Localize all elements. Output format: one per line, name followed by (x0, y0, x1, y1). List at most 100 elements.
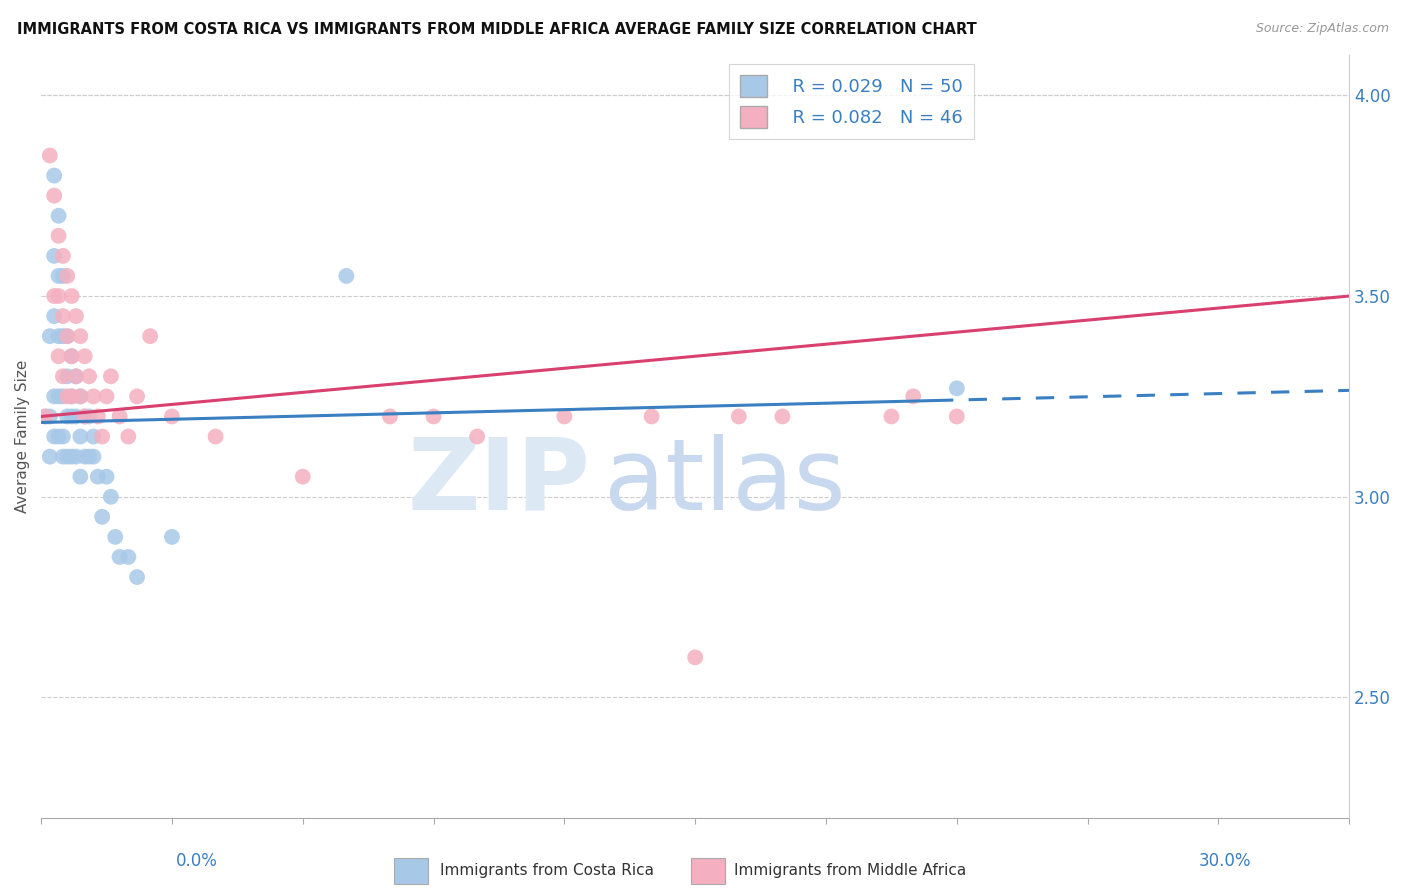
Point (48, 209, 70, 223)
Point (69, 469, 91, 483)
Point (65, 369, 87, 384)
Point (44, 188, 66, 202)
Point (91, 429, 114, 443)
Point (73, 450, 96, 464)
Text: IMMIGRANTS FROM COSTA RICA VS IMMIGRANTS FROM MIDDLE AFRICA AVERAGE FAMILY SIZE : IMMIGRANTS FROM COSTA RICA VS IMMIGRANTS… (17, 22, 977, 37)
Point (34, 409, 56, 424)
Point (52, 329, 75, 343)
Legend:   R = 0.029   N = 50,   R = 0.082   N = 46: R = 0.029 N = 50, R = 0.082 N = 46 (728, 64, 974, 139)
Point (727, 409, 749, 424)
Point (60, 389, 83, 403)
Point (77, 409, 100, 424)
Point (640, 409, 662, 424)
Point (73, 409, 96, 424)
Point (465, 429, 488, 443)
Point (82, 429, 104, 443)
Point (44, 309, 66, 323)
Point (77, 369, 100, 384)
Point (48, 389, 70, 403)
Point (48, 289, 70, 303)
Point (69, 389, 91, 403)
Point (100, 490, 122, 504)
Point (48, 349, 70, 363)
Text: Source: ZipAtlas.com: Source: ZipAtlas.com (1256, 22, 1389, 36)
Point (56, 389, 79, 403)
Point (44, 289, 66, 303)
Point (48, 268, 70, 283)
Point (946, 409, 969, 424)
Point (38, 450, 60, 464)
Point (56, 329, 79, 343)
Text: Immigrants from Costa Rica: Immigrants from Costa Rica (440, 863, 654, 878)
Point (56, 409, 79, 424)
Point (44, 429, 66, 443)
Point (60, 450, 83, 464)
Point (69, 329, 91, 343)
Point (100, 369, 122, 384)
Point (52, 268, 75, 283)
Point (87, 409, 110, 424)
Text: Immigrants from Middle Africa: Immigrants from Middle Africa (734, 863, 966, 878)
Point (44, 389, 66, 403)
Point (82, 389, 104, 403)
Point (56, 329, 79, 343)
Point (160, 530, 183, 544)
Point (38, 409, 60, 424)
Point (60, 349, 83, 363)
Point (82, 450, 104, 464)
Point (56, 268, 79, 283)
Point (48, 329, 70, 343)
Point (378, 409, 401, 424)
FancyBboxPatch shape (690, 858, 724, 884)
Point (56, 369, 79, 384)
Point (335, 268, 357, 283)
Point (48, 228, 70, 243)
Point (553, 409, 575, 424)
Point (125, 570, 148, 584)
Point (117, 549, 139, 564)
Point (44, 169, 66, 183)
Point (96, 389, 118, 403)
Point (60, 349, 83, 363)
Point (139, 329, 162, 343)
Point (52, 249, 75, 263)
Point (903, 389, 925, 403)
Point (65, 450, 87, 464)
Point (104, 530, 127, 544)
Point (38, 148, 60, 162)
Text: 30.0%: 30.0% (1199, 852, 1251, 870)
Text: ZIP: ZIP (408, 434, 591, 531)
Point (65, 409, 87, 424)
Point (73, 409, 96, 424)
Point (65, 309, 87, 323)
Point (87, 469, 110, 483)
Point (96, 469, 118, 483)
Y-axis label: Average Family Size: Average Family Size (15, 359, 30, 513)
Point (77, 450, 100, 464)
Point (52, 450, 75, 464)
FancyBboxPatch shape (394, 858, 427, 884)
Point (65, 369, 87, 384)
Point (125, 389, 148, 403)
Point (160, 409, 183, 424)
Point (108, 409, 131, 424)
Point (52, 389, 75, 403)
Point (60, 289, 83, 303)
Point (291, 469, 314, 483)
Point (56, 450, 79, 464)
Point (69, 389, 91, 403)
Point (204, 429, 226, 443)
Text: 0.0%: 0.0% (176, 852, 218, 870)
Point (683, 650, 706, 665)
Point (52, 309, 75, 323)
Point (770, 409, 793, 424)
Point (69, 429, 91, 443)
Point (52, 369, 75, 384)
Point (880, 409, 903, 424)
Point (60, 409, 83, 424)
Point (48, 429, 70, 443)
Text: atlas: atlas (603, 434, 845, 531)
Point (60, 389, 83, 403)
Point (108, 549, 131, 564)
Point (91, 509, 114, 524)
